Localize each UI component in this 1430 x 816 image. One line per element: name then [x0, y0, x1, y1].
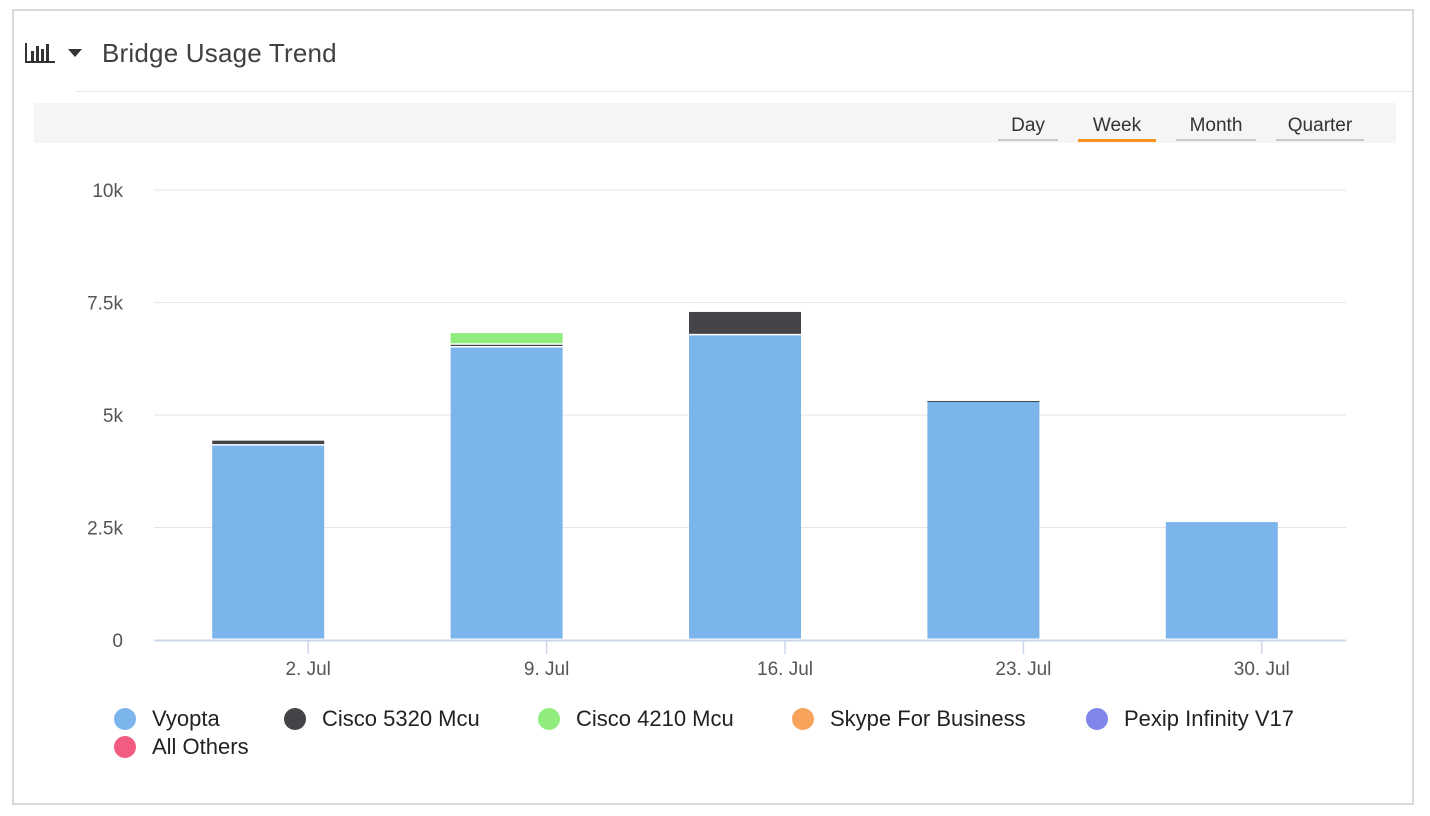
legend-item-pexip-infinity-v17[interactable]: Pexip Infinity V17	[1086, 706, 1294, 732]
legend-item-skype-for-business[interactable]: Skype For Business	[792, 706, 1026, 732]
legend-item-cisco-4210-mcu[interactable]: Cisco 4210 Mcu	[538, 706, 734, 732]
range-day-button[interactable]: Day	[998, 115, 1058, 141]
legend-item-vyopta[interactable]: Vyopta	[114, 706, 220, 732]
bar-cisco-5320-mcu	[212, 440, 325, 445]
legend-label: Cisco 5320 Mcu	[322, 706, 480, 731]
bar-cisco-4210-mcu	[450, 333, 563, 344]
y-tick-label: 7.5k	[87, 294, 123, 315]
y-tick-label: 10k	[92, 181, 123, 202]
x-tick-label: 9. Jul	[524, 659, 569, 680]
range-quarter-button[interactable]: Quarter	[1276, 115, 1364, 141]
page-title: Bridge Usage Trend	[102, 37, 337, 68]
bridge-usage-panel: Bridge Usage Trend Day Week Month Quarte…	[12, 9, 1414, 805]
bar-cisco-5320-mcu	[450, 344, 563, 346]
legend-label: All Others	[152, 734, 249, 759]
range-week-button[interactable]: Week	[1078, 115, 1156, 142]
caret-down-icon[interactable]	[68, 49, 82, 57]
bar-cisco-5320-mcu	[927, 401, 1040, 403]
bar-chart-icon[interactable]	[24, 41, 56, 65]
legend-label: Pexip Infinity V17	[1124, 706, 1294, 731]
bar-vyopta	[689, 335, 801, 639]
y-tick-label: 5k	[103, 406, 124, 427]
y-tick-label: 2.5k	[87, 519, 123, 540]
bar-cisco-5320-mcu	[689, 311, 801, 334]
x-tick-label: 30. Jul	[1234, 659, 1290, 680]
legend-marker-icon	[792, 708, 814, 730]
legend-label: Vyopta	[152, 706, 220, 731]
legend-label: Cisco 4210 Mcu	[576, 706, 734, 731]
bar-vyopta	[927, 401, 1040, 639]
legend-marker-icon	[1086, 708, 1108, 730]
legend-marker-icon	[114, 708, 136, 730]
bar-vyopta	[1165, 522, 1278, 639]
x-tick-label: 2. Jul	[285, 659, 330, 680]
bar-vyopta	[450, 347, 563, 639]
x-tick-label: 16. Jul	[757, 659, 813, 680]
legend-label: Skype For Business	[830, 706, 1026, 731]
range-month-button[interactable]: Month	[1176, 115, 1256, 141]
x-tick-label: 23. Jul	[995, 659, 1051, 680]
panel-header: Bridge Usage Trend	[24, 35, 337, 71]
legend-marker-icon	[114, 736, 136, 758]
bar-vyopta	[212, 445, 325, 639]
range-selector: Day Week Month Quarter	[34, 103, 1396, 143]
header-divider	[76, 91, 1412, 92]
legend-marker-icon	[284, 708, 306, 730]
y-tick-label: 0	[112, 631, 123, 652]
legend-item-cisco-5320-mcu[interactable]: Cisco 5320 Mcu	[284, 706, 480, 732]
legend-item-all-others[interactable]: All Others	[114, 734, 249, 760]
legend-marker-icon	[538, 708, 560, 730]
